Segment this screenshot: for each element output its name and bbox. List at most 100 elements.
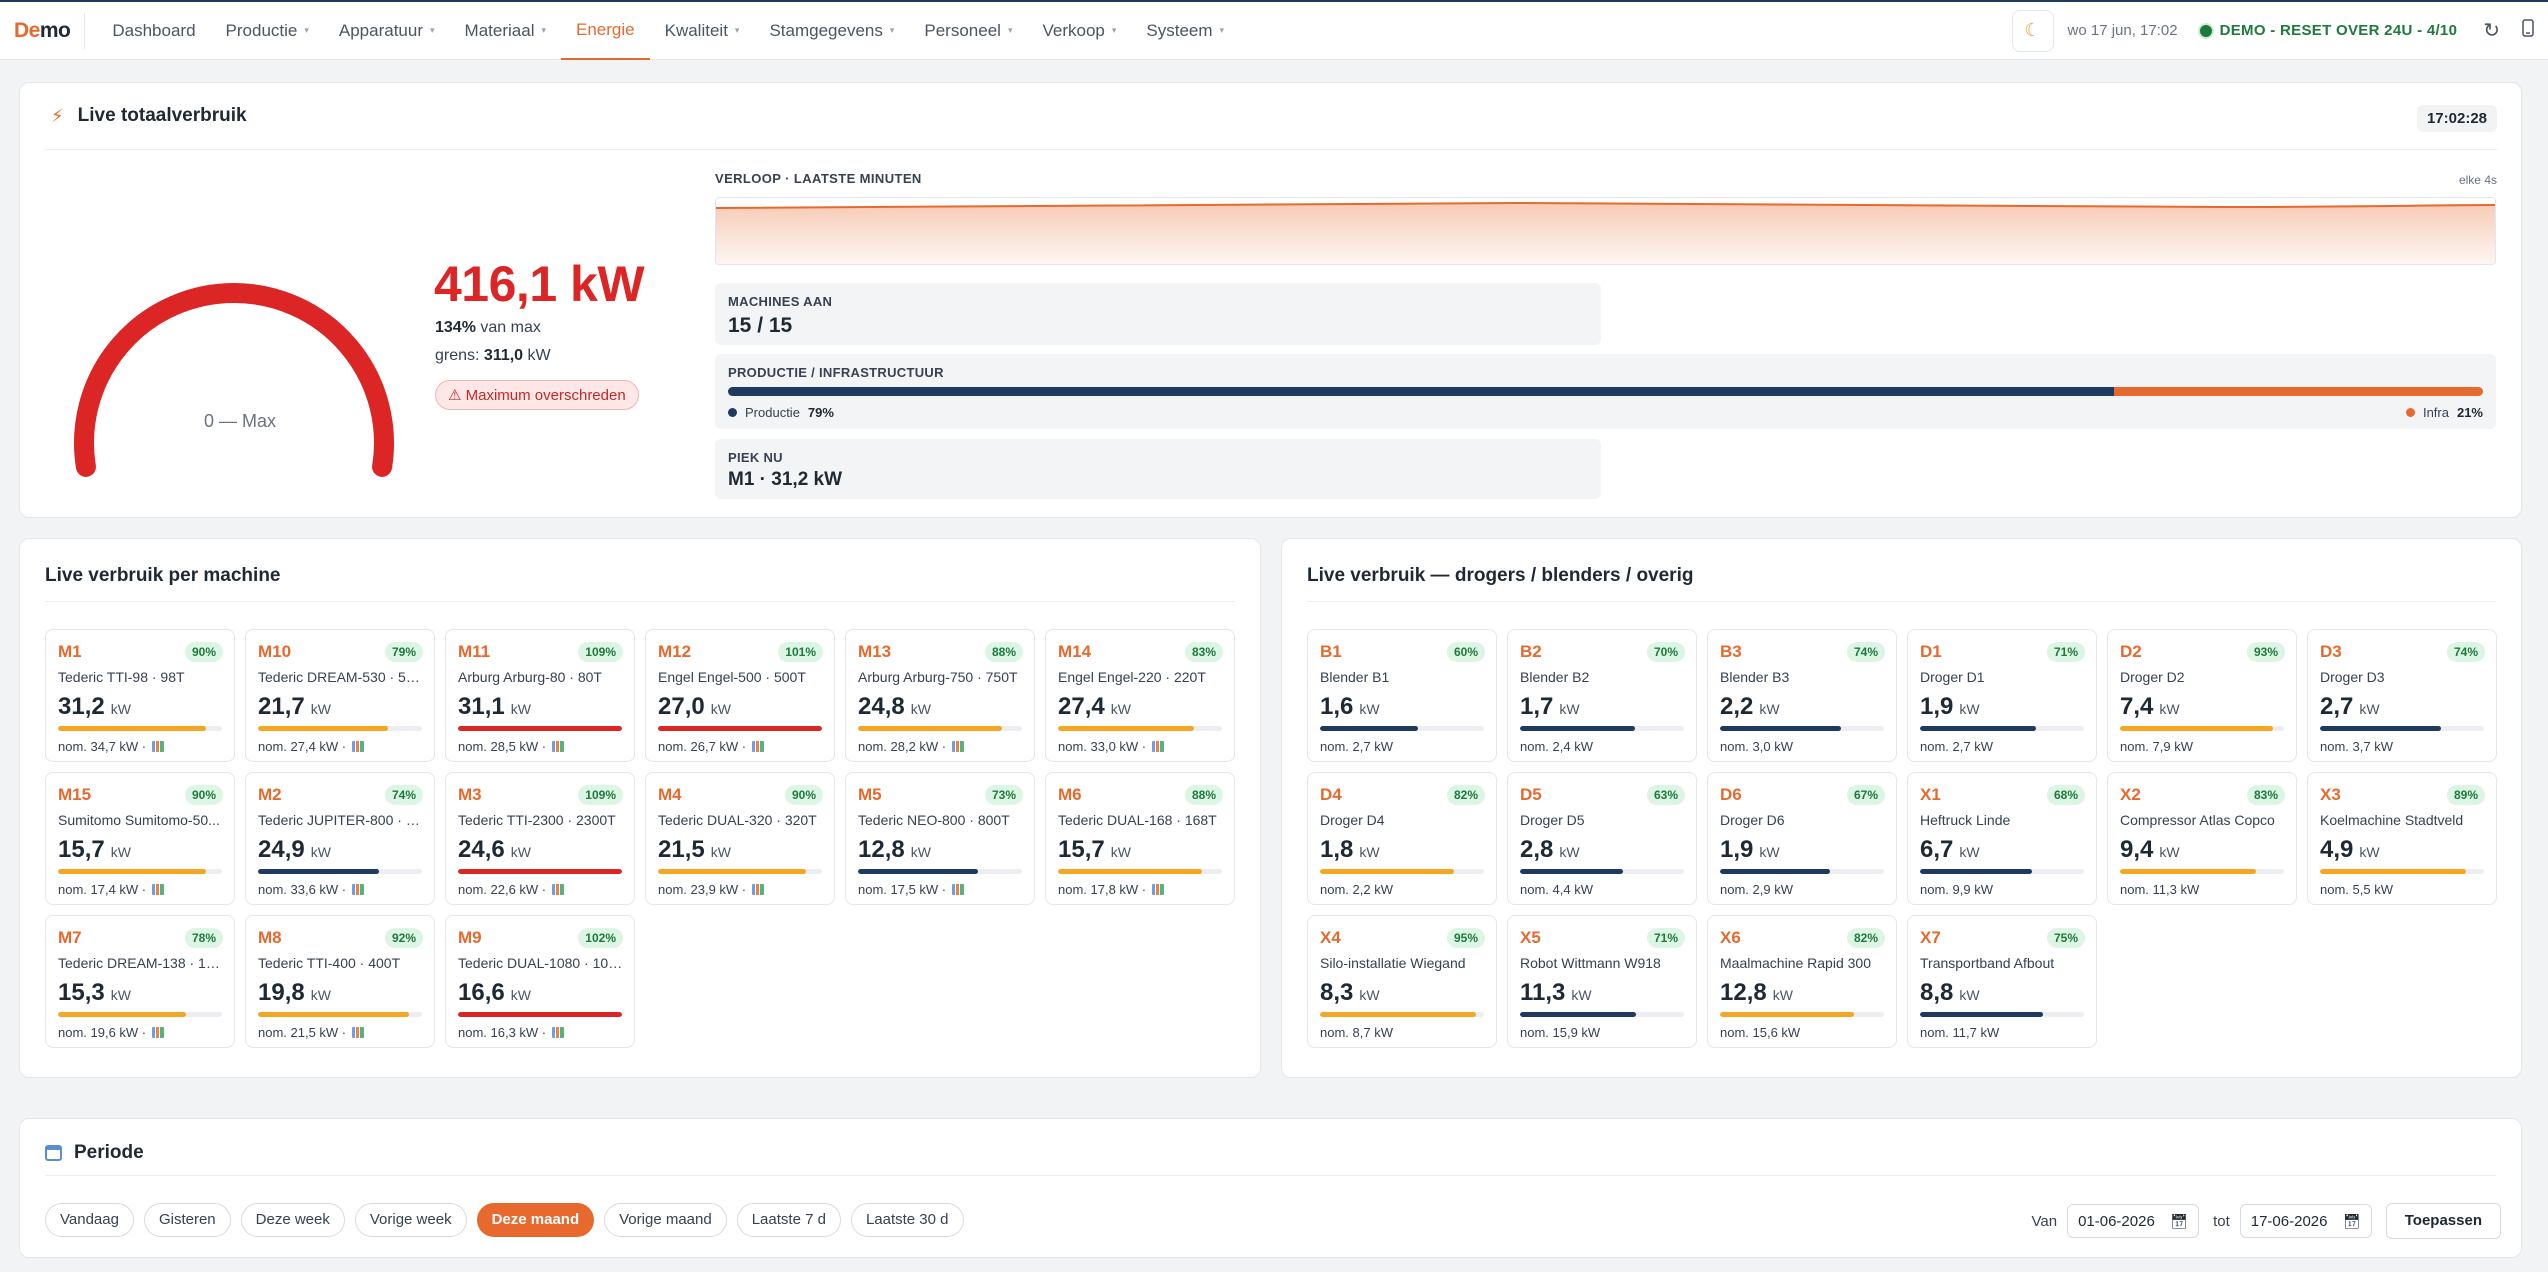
chart-icon[interactable] (1152, 741, 1165, 752)
tile-load-fill (258, 726, 388, 731)
nav-item-stamgegevens[interactable]: Stamgegevens ▾ (754, 2, 909, 60)
equipment-tile-b3[interactable]: B3 74% Blender B3 2,2 kW nom. 3,0 kW (1707, 629, 1897, 762)
tile-nominal: nom. 8,7 kW (1320, 1025, 1393, 1040)
nav-item-verkoop[interactable]: Verkoop ▾ (1027, 2, 1131, 60)
app-logo[interactable]: Demo (14, 18, 71, 42)
equipment-tile-x6[interactable]: X6 82% Maalmachine Rapid 300 12,8 kW nom. 15,… (1707, 915, 1897, 1048)
chart-icon[interactable] (752, 884, 765, 895)
equipment-tile-m13[interactable]: M13 88% Arburg Arburg-750 · 750T 24,8 kW nom.… (845, 629, 1035, 762)
nav-item-energie[interactable]: Energie (561, 2, 650, 60)
equipment-tile-x3[interactable]: X3 89% Koelmachine Stadtveld 4,9 kW nom. 5,5 … (2307, 772, 2497, 905)
tile-nominal: nom. 3,0 kW (1720, 739, 1793, 754)
tile-kw: 8,8 kW (1920, 979, 1980, 1006)
tile-load-bar (258, 726, 422, 731)
refresh-icon[interactable]: ↻ (2483, 20, 2500, 42)
tile-pct-badge: 89% (2446, 785, 2485, 805)
period-chip-gisteren[interactable]: Gisteren (143, 1203, 231, 1237)
period-chip-laatste-7-d[interactable]: Laatste 7 d (736, 1203, 841, 1237)
chart-icon[interactable] (552, 884, 565, 895)
equipment-tile-d5[interactable]: D5 63% Droger D5 2,8 kW nom. 4,4 kW (1507, 772, 1697, 905)
tile-kw: 15,7 kW (58, 836, 131, 863)
chart-icon[interactable] (752, 741, 765, 752)
date-range: Van 01-06-2026 📅︎ tot 17-06-2026 📅︎ Toepas… (2031, 1203, 2501, 1239)
tile-kw: 15,3 kW (58, 979, 131, 1006)
chart-icon[interactable] (952, 741, 965, 752)
chart-icon[interactable] (552, 1027, 565, 1038)
tile-kw: 1,9 kW (1920, 693, 1980, 720)
period-chip-deze-week[interactable]: Deze week (240, 1203, 345, 1237)
chart-icon[interactable] (152, 1027, 165, 1038)
period-chip-vandaag[interactable]: Vandaag (45, 1203, 134, 1237)
period-chip-laatste-30-d[interactable]: Laatste 30 d (850, 1203, 964, 1237)
chart-icon[interactable] (352, 741, 365, 752)
tile-code: B2 (1520, 642, 1542, 661)
tile-load-bar (58, 869, 222, 874)
equipment-tile-m11[interactable]: M11 109% Arburg Arburg-80 · 80T 31,1 kW nom. … (445, 629, 635, 762)
equipment-tile-x5[interactable]: X5 71% Robot Wittmann W918 11,3 kW nom. 15,9 … (1507, 915, 1697, 1048)
equipment-tile-m6[interactable]: M6 88% Tederic DUAL-168 · 168T 15,7 kW nom. 1… (1045, 772, 1235, 905)
equipment-tile-b2[interactable]: B2 70% Blender B2 1,7 kW nom. 2,4 kW (1507, 629, 1697, 762)
equipment-tile-m3[interactable]: M3 109% Tederic TTI-2300 · 2300T 24,6 kW nom.… (445, 772, 635, 905)
tile-load-fill (58, 1012, 186, 1017)
equipment-tile-x4[interactable]: X4 95% Silo-installatie Wiegand 8,3 kW nom. 8… (1307, 915, 1497, 1048)
tile-load-bar (1720, 726, 1884, 731)
period-chip-deze-maand[interactable]: Deze maand (476, 1203, 595, 1237)
period-chip-vorige-maand[interactable]: Vorige maand (604, 1203, 727, 1237)
mobile-device-icon[interactable] (2522, 18, 2534, 43)
tile-nominal: nom. 17,4 kW · (58, 882, 165, 897)
tile-pct-badge: 83% (1184, 642, 1223, 662)
equipment-tile-m15[interactable]: M15 90% Sumitomo Sumitomo-50... 15,7 kW nom. … (45, 772, 235, 905)
equipment-tile-m5[interactable]: M5 73% Tederic NEO-800 · 800T 12,8 kW nom. 17… (845, 772, 1035, 905)
tile-load-fill (2320, 726, 2442, 731)
equipment-tile-m10[interactable]: M10 79% Tederic DREAM-530 · 530T 21,7 kW nom.… (245, 629, 435, 762)
nav-item-dashboard[interactable]: Dashboard (97, 2, 210, 60)
to-date-input[interactable]: 17-06-2026 📅︎ (2239, 1204, 2372, 1238)
chart-icon[interactable] (952, 884, 965, 895)
period-chip-vorige-week[interactable]: Vorige week (354, 1203, 467, 1237)
equipment-tile-m7[interactable]: M7 78% Tederic DREAM-138 · 138T 15,3 kW nom. … (45, 915, 235, 1048)
split-bar-production (728, 387, 2115, 396)
equipment-tile-m9[interactable]: M9 102% Tederic DUAL-1080 · 108... 16,6 kW no… (445, 915, 635, 1048)
theme-toggle-button[interactable]: ☾ (2011, 9, 2054, 52)
equipment-tile-d4[interactable]: D4 82% Droger D4 1,8 kW nom. 2,2 kW (1307, 772, 1497, 905)
split-bar-infra (2114, 387, 2483, 396)
chart-icon[interactable] (352, 884, 365, 895)
tile-nominal: nom. 4,4 kW (1520, 882, 1593, 897)
nav-item-materiaal[interactable]: Materiaal ▾ (450, 2, 561, 60)
equipment-tile-m1[interactable]: M1 90% Tederic TTI-98 · 98T 31,2 kW nom. 34,7… (45, 629, 235, 762)
equipment-tile-x2[interactable]: X2 83% Compressor Atlas Copco 9,4 kW nom. 11,… (2107, 772, 2297, 905)
nav-item-apparatuur[interactable]: Apparatuur ▾ (324, 2, 450, 60)
nav-item-productie[interactable]: Productie ▾ (211, 2, 324, 60)
equipment-tile-m2[interactable]: M2 74% Tederic JUPITER-800 · 800T 24,9 kW nom… (245, 772, 435, 905)
equipment-tile-d3[interactable]: D3 74% Droger D3 2,7 kW nom. 3,7 kW (2307, 629, 2497, 762)
nav-item-kwaliteit[interactable]: Kwaliteit ▾ (650, 2, 755, 60)
equipment-tile-d1[interactable]: D1 71% Droger D1 1,9 kW nom. 2,7 kW (1907, 629, 2097, 762)
nav-item-personeel[interactable]: Personeel ▾ (909, 2, 1027, 60)
tile-pct-badge: 90% (184, 785, 223, 805)
equipment-tile-m8[interactable]: M8 92% Tederic TTI-400 · 400T 19,8 kW nom. 21… (245, 915, 435, 1048)
tile-load-bar (2320, 869, 2484, 874)
gauge-fill (74, 283, 394, 477)
from-date-input[interactable]: 01-06-2026 📅︎ (2067, 1204, 2200, 1238)
equipment-tile-d6[interactable]: D6 67% Droger D6 1,9 kW nom. 2,9 kW (1707, 772, 1897, 905)
tile-name: Sumitomo Sumitomo-50... (58, 812, 220, 828)
chart-icon[interactable] (152, 741, 165, 752)
tile-nominal: nom. 22,6 kW · (458, 882, 565, 897)
equipment-tile-m12[interactable]: M12 101% Engel Engel-500 · 500T 27,0 kW nom. … (645, 629, 835, 762)
equipment-tile-x1[interactable]: X1 68% Heftruck Linde 6,7 kW nom. 9,9 kW (1907, 772, 2097, 905)
live-total-title: Live totaalverbruik (77, 105, 247, 126)
equipment-tile-m4[interactable]: M4 90% Tederic DUAL-320 · 320T 21,5 kW nom. 2… (645, 772, 835, 905)
equipment-tile-x7[interactable]: X7 75% Transportband Afbout 8,8 kW nom. 11,7 … (1907, 915, 2097, 1048)
equipment-tile-d2[interactable]: D2 93% Droger D2 7,4 kW nom. 7,9 kW (2107, 629, 2297, 762)
equipment-tile-m14[interactable]: M14 83% Engel Engel-220 · 220T 27,4 kW nom. 3… (1045, 629, 1235, 762)
chart-icon[interactable] (152, 884, 165, 895)
tile-kw: 21,5 kW (658, 836, 731, 863)
equipment-tile-b1[interactable]: B1 60% Blender B1 1,6 kW nom. 2,7 kW (1307, 629, 1497, 762)
chart-icon[interactable] (1152, 884, 1165, 895)
chart-icon[interactable] (552, 741, 565, 752)
chart-icon[interactable] (352, 1027, 365, 1038)
nav-item-systeem[interactable]: Systeem ▾ (1131, 2, 1239, 60)
tile-nominal: nom. 26,7 kW · (658, 739, 765, 754)
tile-load-fill (458, 869, 622, 874)
apply-button[interactable]: Toepassen (2385, 1203, 2501, 1239)
